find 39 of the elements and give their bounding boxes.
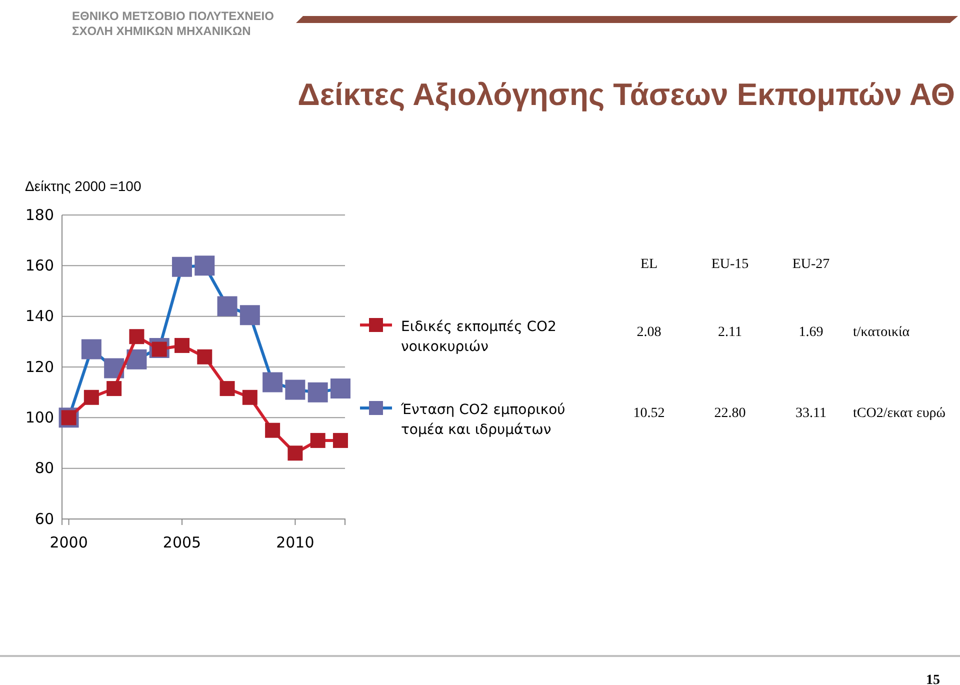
point — [220, 381, 235, 396]
legend-label: Ειδικές εκπομπές CO2 νοικοκυριών — [401, 319, 556, 355]
point — [84, 390, 99, 405]
text: 1.69 — [798, 325, 824, 340]
point — [265, 422, 280, 438]
legend-label: Ένταση CO2 εμπορικού τομέα και ιδρυμάτων — [400, 402, 566, 438]
text: tCO2/εκατ ευρώ — [853, 406, 946, 421]
text: ΕΘΝΙΚΟ ΜΕΤΣΟΒΙΟ ΠΟΛΥΤΕΧΝΕΙΟ — [72, 9, 274, 23]
y-tick-label: 100 — [25, 408, 54, 426]
text: 15 — [926, 673, 940, 685]
text: ΣΧΟΛΗ ΧΗΜΙΚΩΝ ΜΗΧΑΝΙΚΩΝ — [72, 24, 251, 38]
y-tick-label: 80 — [34, 459, 54, 478]
point — [174, 338, 190, 353]
y-tick-label: 140 — [25, 307, 54, 326]
point — [242, 390, 258, 405]
point — [129, 329, 144, 344]
text: 22.80 — [714, 406, 746, 421]
x-tick-label: 2010 — [276, 534, 314, 552]
text: EU-15 — [711, 257, 749, 272]
text: EL — [640, 257, 658, 272]
text: Δείκτες Αξιολόγησης Τάσεων Εκπομπών ΑΘ — [298, 77, 955, 112]
y-tick-label: 60 — [34, 510, 54, 528]
y-axis-title: Δείκτης 2000 =100 — [25, 178, 142, 194]
text: 2.11 — [718, 325, 742, 340]
text: 10.52 — [633, 406, 665, 421]
text: EU-27 — [792, 257, 830, 272]
y-tick-label: 120 — [25, 358, 54, 376]
y-tick-label: 160 — [25, 256, 54, 274]
text: 2.08 — [636, 325, 662, 340]
text: t/κατοικία — [853, 325, 910, 340]
y-tick-label: 180 — [25, 206, 54, 224]
point — [310, 432, 326, 448]
point — [197, 349, 212, 364]
x-tick-label: 2000 — [50, 534, 88, 552]
point — [106, 381, 122, 396]
point — [332, 432, 348, 448]
point — [288, 446, 303, 461]
x-tick-label: 2005 — [162, 534, 202, 552]
text: 33.11 — [796, 406, 826, 421]
